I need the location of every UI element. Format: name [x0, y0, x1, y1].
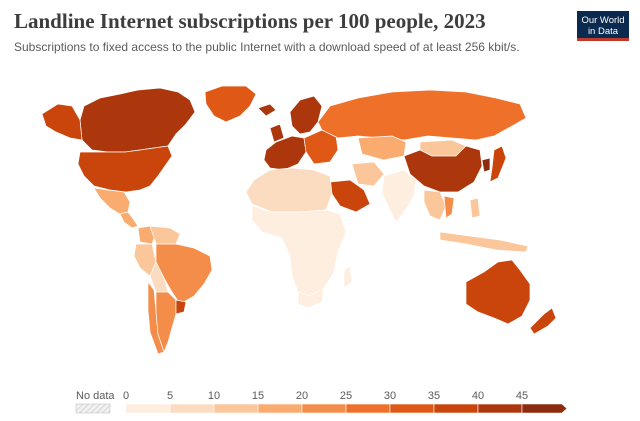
legend-bin[interactable]	[125, 403, 171, 414]
chart-subtitle: Subscriptions to fixed access to the pub…	[14, 40, 520, 54]
region-scandinavia[interactable]	[289, 95, 323, 135]
region-australia[interactable]	[465, 259, 531, 325]
region-canada[interactable]	[79, 87, 196, 153]
logo-line-1: Our World	[581, 15, 625, 26]
legend-bin[interactable]	[345, 403, 391, 414]
legend-tick-label: 0	[123, 390, 129, 402]
legend-tick-label: 35	[428, 390, 440, 402]
legend-tick-label: 15	[252, 390, 264, 402]
region-new-zealand[interactable]	[529, 307, 557, 335]
region-madagascar[interactable]	[343, 265, 353, 289]
region-argentina[interactable]	[155, 291, 177, 353]
region-iceland[interactable]	[257, 103, 277, 117]
legend-bin[interactable]	[257, 403, 303, 414]
region-russia[interactable]	[317, 89, 527, 141]
legend-ticks: 0 5 10 15 20 25 30 35 40 45	[123, 390, 528, 402]
region-north-africa[interactable]	[245, 167, 333, 213]
region-korea[interactable]	[481, 157, 491, 173]
region-alaska[interactable]	[41, 103, 83, 141]
chart-title: Landline Internet subscriptions per 100 …	[14, 9, 486, 33]
legend-bin[interactable]	[169, 403, 215, 414]
region-iran[interactable]	[351, 161, 385, 187]
legend-tick-label: 40	[472, 390, 484, 402]
legend-tick-label: 30	[384, 390, 396, 402]
region-japan[interactable]	[489, 145, 507, 183]
region-uruguay[interactable]	[175, 299, 187, 315]
region-uk[interactable]	[269, 123, 285, 143]
region-china[interactable]	[403, 145, 483, 193]
logo-line-2: in Data	[587, 26, 619, 37]
region-vietnam[interactable]	[443, 195, 455, 219]
legend-bin[interactable]	[477, 403, 523, 414]
legend-bin[interactable]	[521, 403, 568, 414]
region-saudi-arabia[interactable]	[329, 179, 371, 213]
region-united-states[interactable]	[77, 145, 173, 193]
legend: No data 0 5 10 15 20 25 30 35 40 45	[75, 390, 568, 414]
legend-tick-label: 10	[208, 390, 220, 402]
region-western-europe[interactable]	[263, 135, 307, 171]
region-sub-saharan-africa[interactable]	[251, 205, 347, 297]
legend-tick-label: 25	[340, 390, 352, 402]
legend-bin[interactable]	[213, 403, 259, 414]
legend-tick-label: 5	[167, 390, 173, 402]
region-greenland[interactable]	[204, 85, 257, 123]
no-data-swatch	[75, 403, 111, 414]
region-southeast-asia[interactable]	[423, 189, 447, 221]
region-venezuela[interactable]	[149, 225, 181, 245]
region-bolivia[interactable]	[149, 261, 169, 293]
legend-no-data-label: No data	[76, 390, 115, 402]
region-kazakhstan[interactable]	[357, 135, 407, 161]
region-philippines[interactable]	[469, 197, 481, 219]
legend-tick-label: 45	[516, 390, 528, 402]
legend-bins	[125, 403, 568, 414]
legend-bin[interactable]	[389, 403, 435, 414]
region-south-africa[interactable]	[297, 287, 325, 309]
legend-bin[interactable]	[433, 403, 479, 414]
owid-logo[interactable]: Our World in Data	[577, 11, 629, 41]
region-india[interactable]	[381, 169, 417, 223]
legend-tick-label: 20	[296, 390, 308, 402]
legend-bin[interactable]	[301, 403, 347, 414]
region-central-america[interactable]	[119, 211, 139, 229]
region-indonesia[interactable]	[439, 231, 529, 253]
